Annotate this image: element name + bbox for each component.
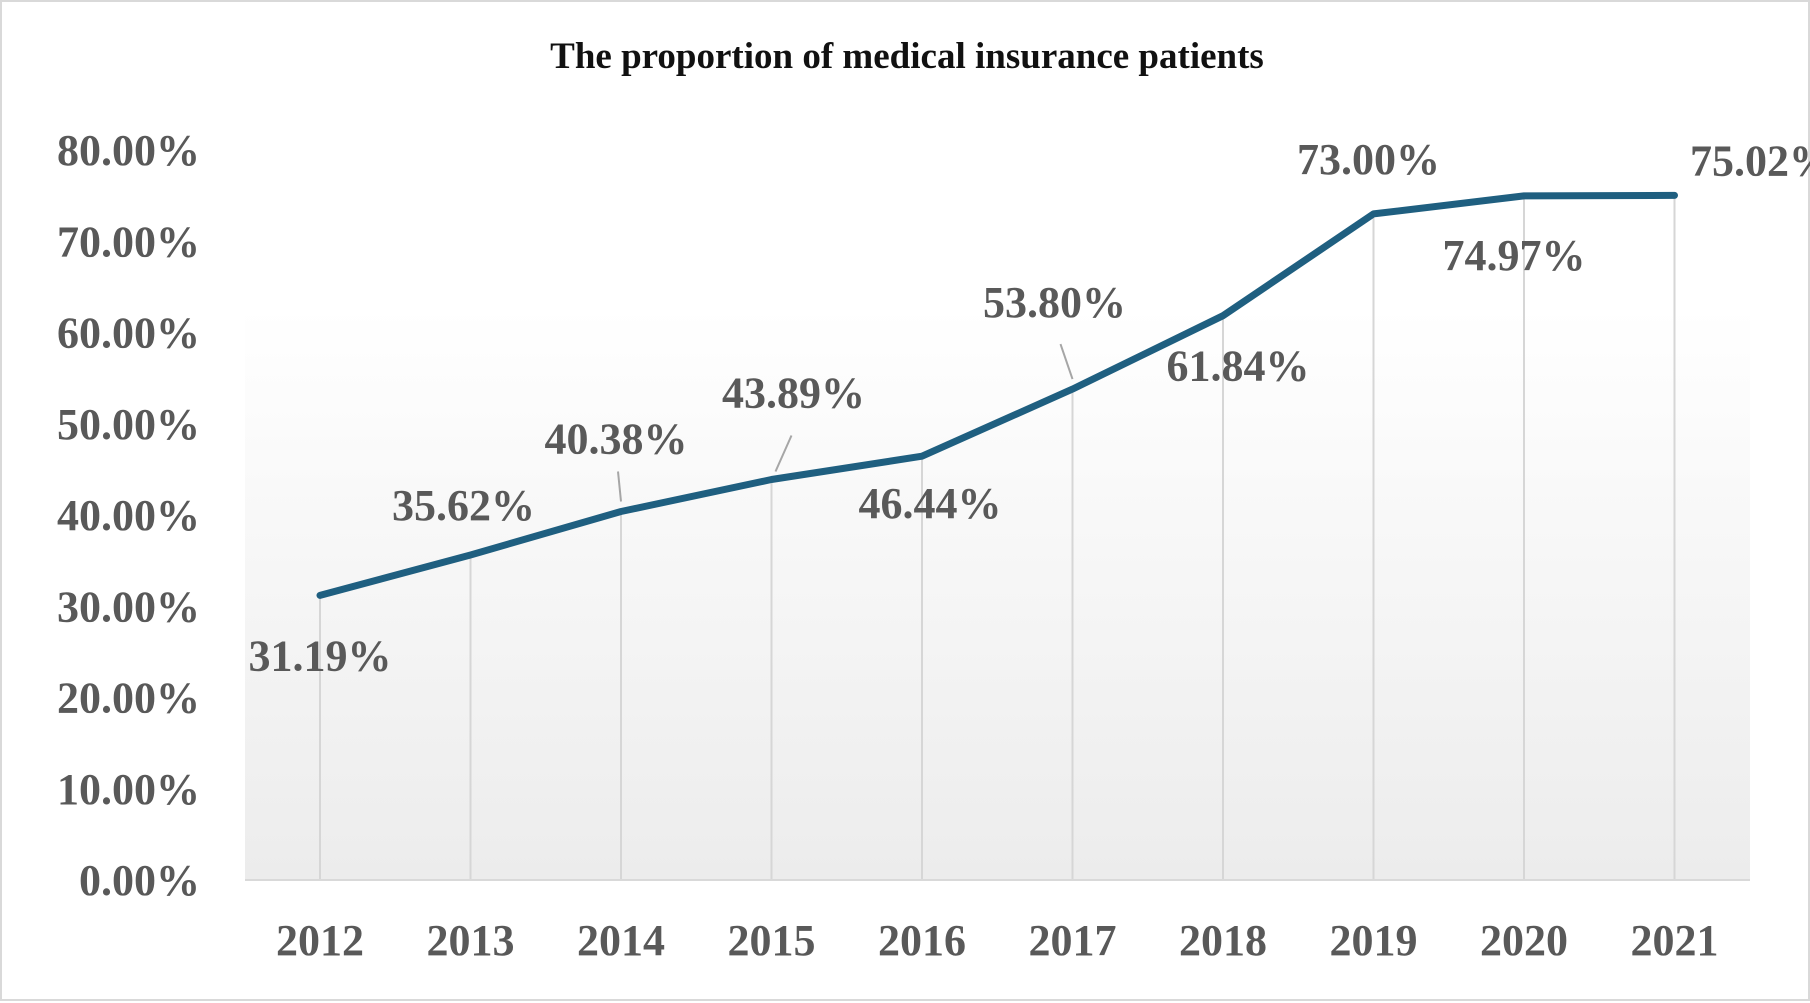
data-label: 75.02%: [1690, 136, 1810, 185]
y-tick-label: 0.00%: [79, 856, 200, 905]
y-tick-label: 60.00%: [57, 309, 200, 358]
data-label: 61.84%: [1167, 342, 1310, 391]
x-tick-label: 2014: [577, 916, 665, 965]
y-axis-tick-labels: 0.00% 10.00% 20.00% 30.00% 40.00% 50.00% 60.00…: [57, 126, 200, 905]
chart-title: The proportion of medical insurance pati…: [550, 36, 1264, 77]
y-tick-label: 20.00%: [57, 674, 200, 723]
x-tick-label: 2019: [1330, 916, 1418, 965]
y-tick-label: 80.00%: [57, 126, 200, 175]
x-tick-label: 2015: [728, 916, 816, 965]
x-tick-label: 2020: [1480, 916, 1568, 965]
data-label: 40.38%: [545, 415, 688, 464]
y-tick-label: 70.00%: [57, 217, 200, 266]
y-tick-label: 50.00%: [57, 400, 200, 449]
y-tick-label: 40.00%: [57, 491, 200, 540]
y-tick-label: 10.00%: [57, 765, 200, 814]
data-label: 74.97%: [1443, 231, 1586, 280]
data-label: 35.62%: [392, 481, 535, 530]
data-label: 73.00%: [1297, 135, 1440, 184]
x-tick-label: 2021: [1631, 916, 1719, 965]
data-label: 53.80%: [983, 278, 1126, 327]
x-tick-label: 2012: [276, 916, 364, 965]
x-tick-label: 2018: [1179, 916, 1267, 965]
x-tick-label: 2017: [1029, 916, 1117, 965]
x-tick-label: 2016: [878, 916, 966, 965]
y-tick-label: 30.00%: [57, 582, 200, 631]
data-label: 31.19%: [249, 631, 392, 680]
data-label: 46.44%: [859, 479, 1002, 528]
x-axis-tick-labels: 2012 2013 2014 2015 2016 2017 2018 2019 2020 2021: [276, 916, 1719, 965]
x-tick-label: 2013: [427, 916, 515, 965]
data-label: 43.89%: [722, 369, 865, 418]
